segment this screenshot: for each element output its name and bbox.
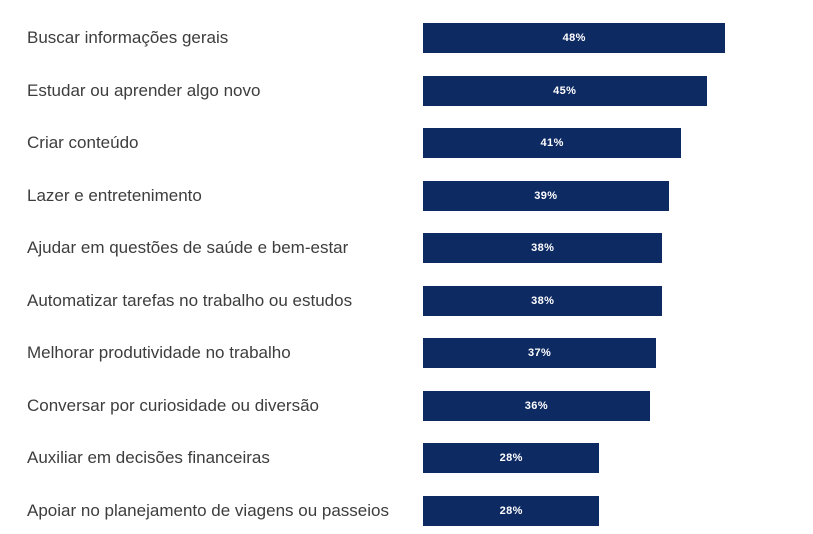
bar: 39% [423, 180, 669, 211]
bar-value-label: 45% [553, 84, 577, 97]
bar-value-label: 38% [531, 242, 555, 255]
bar: 41% [423, 128, 682, 159]
bar: 28% [423, 495, 600, 526]
category-label: Ajudar em questões de saúde e bem-estar [27, 238, 349, 258]
bar: 37% [423, 338, 657, 369]
chart-row: Lazer e entretenimento 39% [0, 180, 813, 211]
chart-row: Criar conteúdo 41% [0, 128, 813, 159]
chart-row: Estudar ou aprender algo novo 45% [0, 75, 813, 106]
bar: 36% [423, 390, 650, 421]
bar-value-label: 39% [534, 189, 558, 202]
chart-rows: Buscar informações gerais 48% Estudar ou… [0, 23, 813, 526]
chart-row: Automatizar tarefas no trabalho ou estud… [0, 285, 813, 316]
bar-value-label: 28% [499, 452, 523, 465]
bar: 28% [423, 443, 600, 474]
bar: 38% [423, 285, 663, 316]
category-label: Automatizar tarefas no trabalho ou estud… [27, 290, 353, 310]
bar: 38% [423, 233, 663, 264]
bar-value-label: 28% [499, 504, 523, 517]
chart-row: Ajudar em questões de saúde e bem-estar … [0, 233, 813, 264]
category-label: Buscar informações gerais [27, 28, 229, 47]
category-label: Apoiar no planejamento de viagens ou pas… [27, 500, 389, 520]
chart-row: Conversar por curiosidade ou diversão 36… [0, 390, 813, 421]
bar: 48% [423, 23, 726, 53]
bar: 45% [423, 75, 707, 106]
category-label: Conversar por curiosidade ou diversão [27, 395, 319, 415]
category-label: Auxiliar em decisões financeiras [27, 448, 270, 468]
chart-row: Buscar informações gerais 48% [0, 23, 813, 53]
category-label: Melhorar produtividade no trabalho [27, 343, 291, 363]
chart-row: Auxiliar em decisões financeiras 28% [0, 443, 813, 474]
bar-value-label: 37% [527, 347, 552, 360]
category-label: Estudar ou aprender algo novo [27, 80, 261, 100]
chart-row: Apoiar no planejamento de viagens ou pas… [0, 495, 813, 526]
bar-value-label: 48% [562, 32, 586, 44]
category-label: Lazer e entretenimento [27, 185, 202, 205]
bar-value-label: 36% [524, 399, 548, 412]
bar-value-label: 41% [540, 137, 564, 150]
category-label: Criar conteúdo [27, 133, 139, 153]
chart-row: Melhorar produtividade no trabalho 37% [0, 338, 813, 369]
bar-value-label: 38% [531, 294, 555, 307]
